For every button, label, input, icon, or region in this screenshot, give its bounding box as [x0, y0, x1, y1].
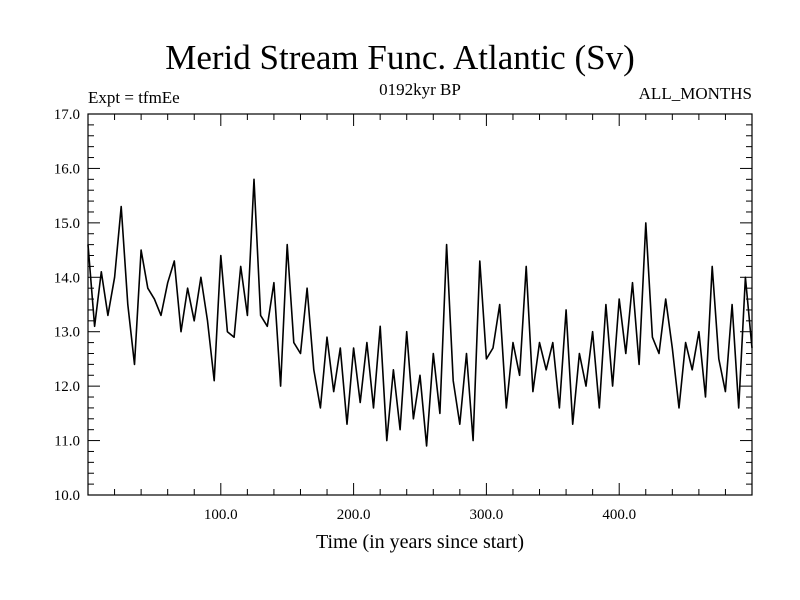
experiment-label: Expt = tfmEe	[88, 88, 180, 107]
data-layer	[87, 178, 753, 447]
y-tick-label: 17.0	[54, 107, 80, 123]
season-label: ALL_MONTHS	[638, 84, 752, 103]
y-tick-label: 12.0	[54, 379, 80, 395]
y-tick-label: 14.0	[54, 270, 80, 286]
x-tick-label: 300.0	[470, 507, 504, 523]
y-tick-label: 16.0	[54, 161, 80, 177]
x-tick-label: 100.0	[204, 507, 238, 523]
y-tick-label: 13.0	[54, 325, 80, 341]
x-axis-label: Time (in years since start)	[316, 531, 524, 553]
period-label: 0192kyr BP	[379, 80, 461, 99]
series-line	[87, 178, 753, 447]
y-tick-label: 15.0	[54, 216, 80, 232]
chart-title: Merid Stream Func. Atlantic (Sv)	[165, 38, 635, 77]
x-tick-label: 400.0	[602, 507, 636, 523]
y-tick-label: 10.0	[54, 488, 80, 504]
axes: 100.0 200.0 300.0 400.0 10.0 11.0 12.0 13.0 14.0…	[54, 107, 753, 523]
y-tick-label: 11.0	[54, 434, 80, 450]
x-tick-label: 200.0	[337, 507, 371, 523]
plot-frame	[87, 113, 753, 496]
